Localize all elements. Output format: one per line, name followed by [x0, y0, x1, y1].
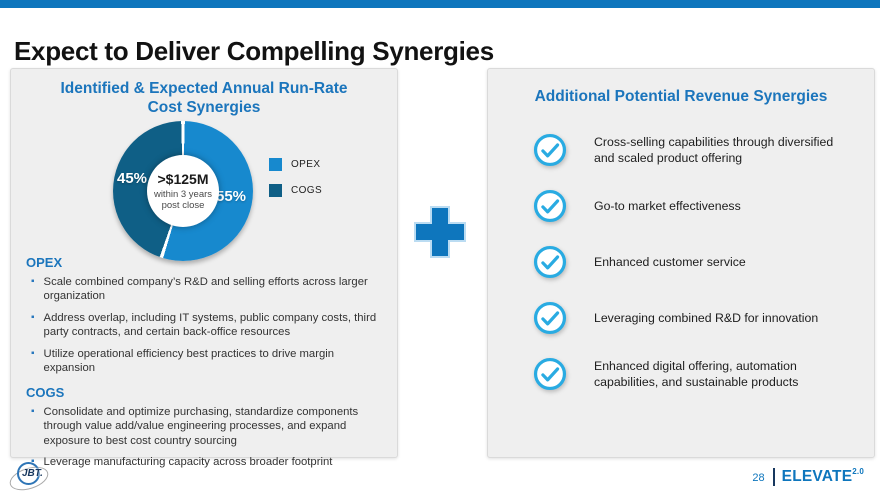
donut-label-opex-pct: 55% [215, 188, 247, 205]
jbt-logo-text: JBT. [22, 468, 43, 479]
cogs-bullet-2: ▪ Leverage manufacturing capacity across… [26, 455, 387, 469]
opex-heading: OPEX [26, 255, 63, 270]
revenue-item-5-text: Enhanced digital offering, automation ca… [594, 358, 799, 389]
bullet-square-icon: ▪ [31, 405, 35, 417]
cogs-heading: COGS [26, 384, 65, 400]
legend-label-opex: OPEX [291, 159, 321, 170]
revenue-item-2-text: Go-to market effectiveness [594, 198, 741, 213]
check-icon [533, 245, 567, 279]
opex-bullet-1-text: Scale combined company’s R&D and selling… [43, 276, 368, 303]
cost-synergies-panel: Identified & Expected Annual Run-Rate Co… [10, 68, 398, 468]
check-icon [533, 301, 567, 335]
revenue-item-4-text: Leveraging combined R&D for innovation [594, 310, 819, 325]
list-item: Enhanced digital offering, automation ca… [533, 357, 856, 391]
legend-swatch-cogs [269, 184, 282, 197]
revenue-item-3-text: Enhanced customer service [594, 254, 746, 269]
donut-chart-area: 45% 55% >$125M within 3 years post close… [11, 69, 397, 457]
elevate-logo: ELEVATE2.0 [781, 467, 864, 486]
opex-bullet-1: ▪ Scale combined company’s R&D and selli… [26, 275, 387, 304]
legend-item-opex: OPEX [269, 158, 322, 171]
elevate-version: 2.0 [852, 467, 864, 476]
cogs-bullet-1: ▪ Consolidate and optimize purchasing, s… [26, 405, 387, 448]
donut-label-cogs-pct: 45% [116, 170, 148, 187]
opex-bullet-2: ▪ Address overlap, including IT systems,… [26, 311, 387, 340]
jbt-logo: JBT. [6, 459, 56, 495]
cogs-bullet-1-text: Consolidate and optimize purchasing, sta… [43, 405, 359, 447]
check-icon [533, 133, 567, 167]
bullet-square-icon: ▪ [31, 276, 35, 287]
cogs-bullet-2-text: Leverage manufacturing capacity across b… [43, 456, 333, 469]
revenue-synergies-list: Cross-selling capabilities through diver… [533, 133, 856, 391]
bullet-square-icon: ▪ [31, 347, 35, 359]
donut-center: >$125M within 3 years post close [147, 155, 219, 227]
bullet-square-icon: ▪ [31, 456, 35, 468]
list-item: Cross-selling capabilities through diver… [533, 133, 856, 167]
bullet-square-icon: ▪ [31, 311, 35, 323]
chart-legend: OPEX COGS [269, 158, 322, 210]
footer-right: 28 ELEVATE2.0 [752, 467, 864, 486]
slide-title: Expect to Deliver Compelling Synergies [14, 36, 494, 67]
revenue-synergies-panel: Additional Potential Revenue Synergies C… [487, 68, 875, 458]
plus-icon [413, 205, 467, 259]
legend-item-cogs: COGS [269, 184, 322, 197]
legend-swatch-opex [269, 158, 282, 171]
top-accent-bar [0, 0, 880, 8]
check-icon [533, 189, 567, 223]
legend-label-cogs: COGS [291, 185, 323, 196]
list-item: Leveraging combined R&D for innovation [533, 301, 856, 335]
opex-bullet-3-text: Utilize operational efficiency best prac… [43, 347, 335, 375]
list-item: Enhanced customer service [533, 245, 856, 279]
plus-icon-svg [414, 206, 466, 258]
cost-synergies-title: Identified & Expected Annual Run-Rate Co… [60, 80, 348, 117]
check-icon [533, 357, 567, 391]
opex-bullet-3: ▪ Utilize operational efficiency best pr… [26, 347, 387, 376]
jbt-logo-circle [17, 462, 40, 485]
elevate-logo-text: ELEVATE [781, 468, 853, 485]
opex-bullet-2-text: Address overlap, including IT systems, p… [43, 311, 377, 339]
cost-synergies-text: OPEX ▪ Scale combined company’s R&D and … [11, 255, 397, 477]
donut-center-sublabel: within 3 years post close [153, 188, 213, 211]
revenue-synergies-title: Additional Potential Revenue Synergies [534, 88, 828, 105]
list-item: Go-to market effectiveness [533, 189, 856, 223]
footer-divider [772, 468, 775, 486]
page-number: 28 [752, 472, 765, 484]
donut-center-value: >$125M [157, 170, 209, 187]
revenue-item-1-text: Cross-selling capabilities through diver… [594, 134, 834, 165]
